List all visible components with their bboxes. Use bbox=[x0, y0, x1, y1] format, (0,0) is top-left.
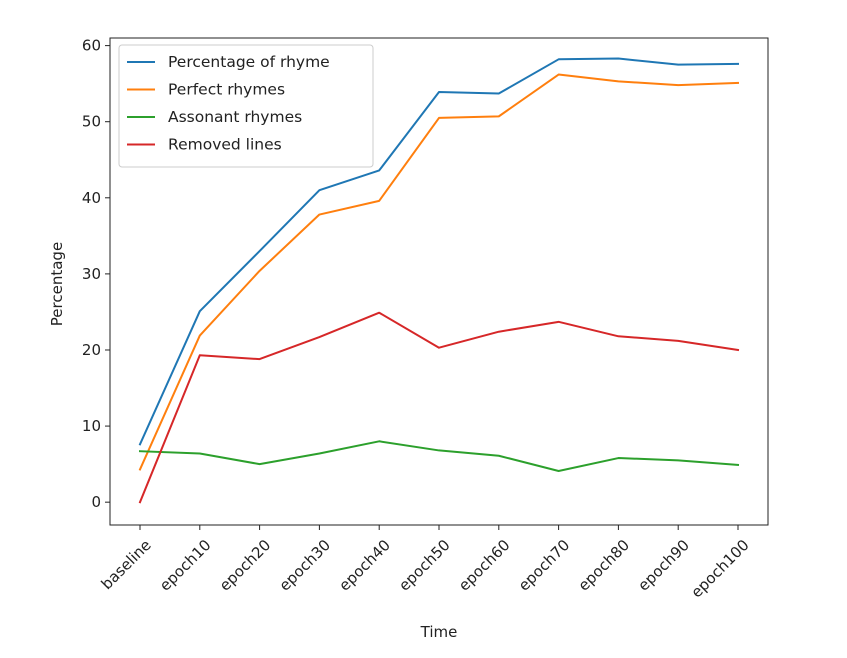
y-tick-label: 20 bbox=[82, 341, 101, 359]
y-tick-label: 30 bbox=[82, 265, 101, 283]
x-tick-label: epoch50 bbox=[395, 536, 454, 595]
x-tick-label: epoch90 bbox=[634, 536, 693, 595]
x-axis-label: Time bbox=[420, 623, 458, 641]
y-tick-label: 10 bbox=[82, 417, 101, 435]
series-line-1 bbox=[138, 73, 740, 471]
x-tick-label: epoch30 bbox=[276, 536, 335, 595]
legend-entry-3: Removed lines bbox=[168, 136, 282, 154]
plot-lines bbox=[138, 57, 740, 504]
legend-entry-2: Assonant rhymes bbox=[168, 108, 302, 126]
series-line-3 bbox=[138, 311, 740, 504]
x-axis: baseline epoch10 epoch20 epoch30 epoch40 epoc… bbox=[98, 525, 753, 601]
x-tick-label: epoch40 bbox=[335, 536, 394, 595]
series-line-2 bbox=[138, 440, 740, 472]
y-tick-label: 50 bbox=[82, 113, 101, 131]
x-tick-label: epoch80 bbox=[575, 536, 634, 595]
y-axis-label: Percentage bbox=[48, 242, 66, 326]
legend: Percentage of rhyme Perfect rhymes Assonan… bbox=[118, 44, 374, 168]
x-tick-label: epoch100 bbox=[687, 536, 752, 601]
x-tick-label: epoch20 bbox=[216, 536, 275, 595]
y-axis: 0 10 20 30 40 50 60 bbox=[82, 37, 110, 511]
x-tick-label: baseline bbox=[98, 536, 155, 593]
legend-entry-0: Percentage of rhyme bbox=[168, 53, 330, 71]
legend-box bbox=[118, 44, 374, 168]
x-tick-label: epoch70 bbox=[515, 536, 574, 595]
y-tick-label: 0 bbox=[91, 493, 101, 511]
y-tick-label: 40 bbox=[82, 189, 101, 207]
x-tick-label: epoch10 bbox=[156, 536, 215, 595]
x-tick-label: epoch60 bbox=[455, 536, 514, 595]
series-line-0 bbox=[138, 57, 740, 446]
y-tick-label: 60 bbox=[82, 37, 101, 55]
legend-entry-1: Perfect rhymes bbox=[168, 81, 285, 99]
